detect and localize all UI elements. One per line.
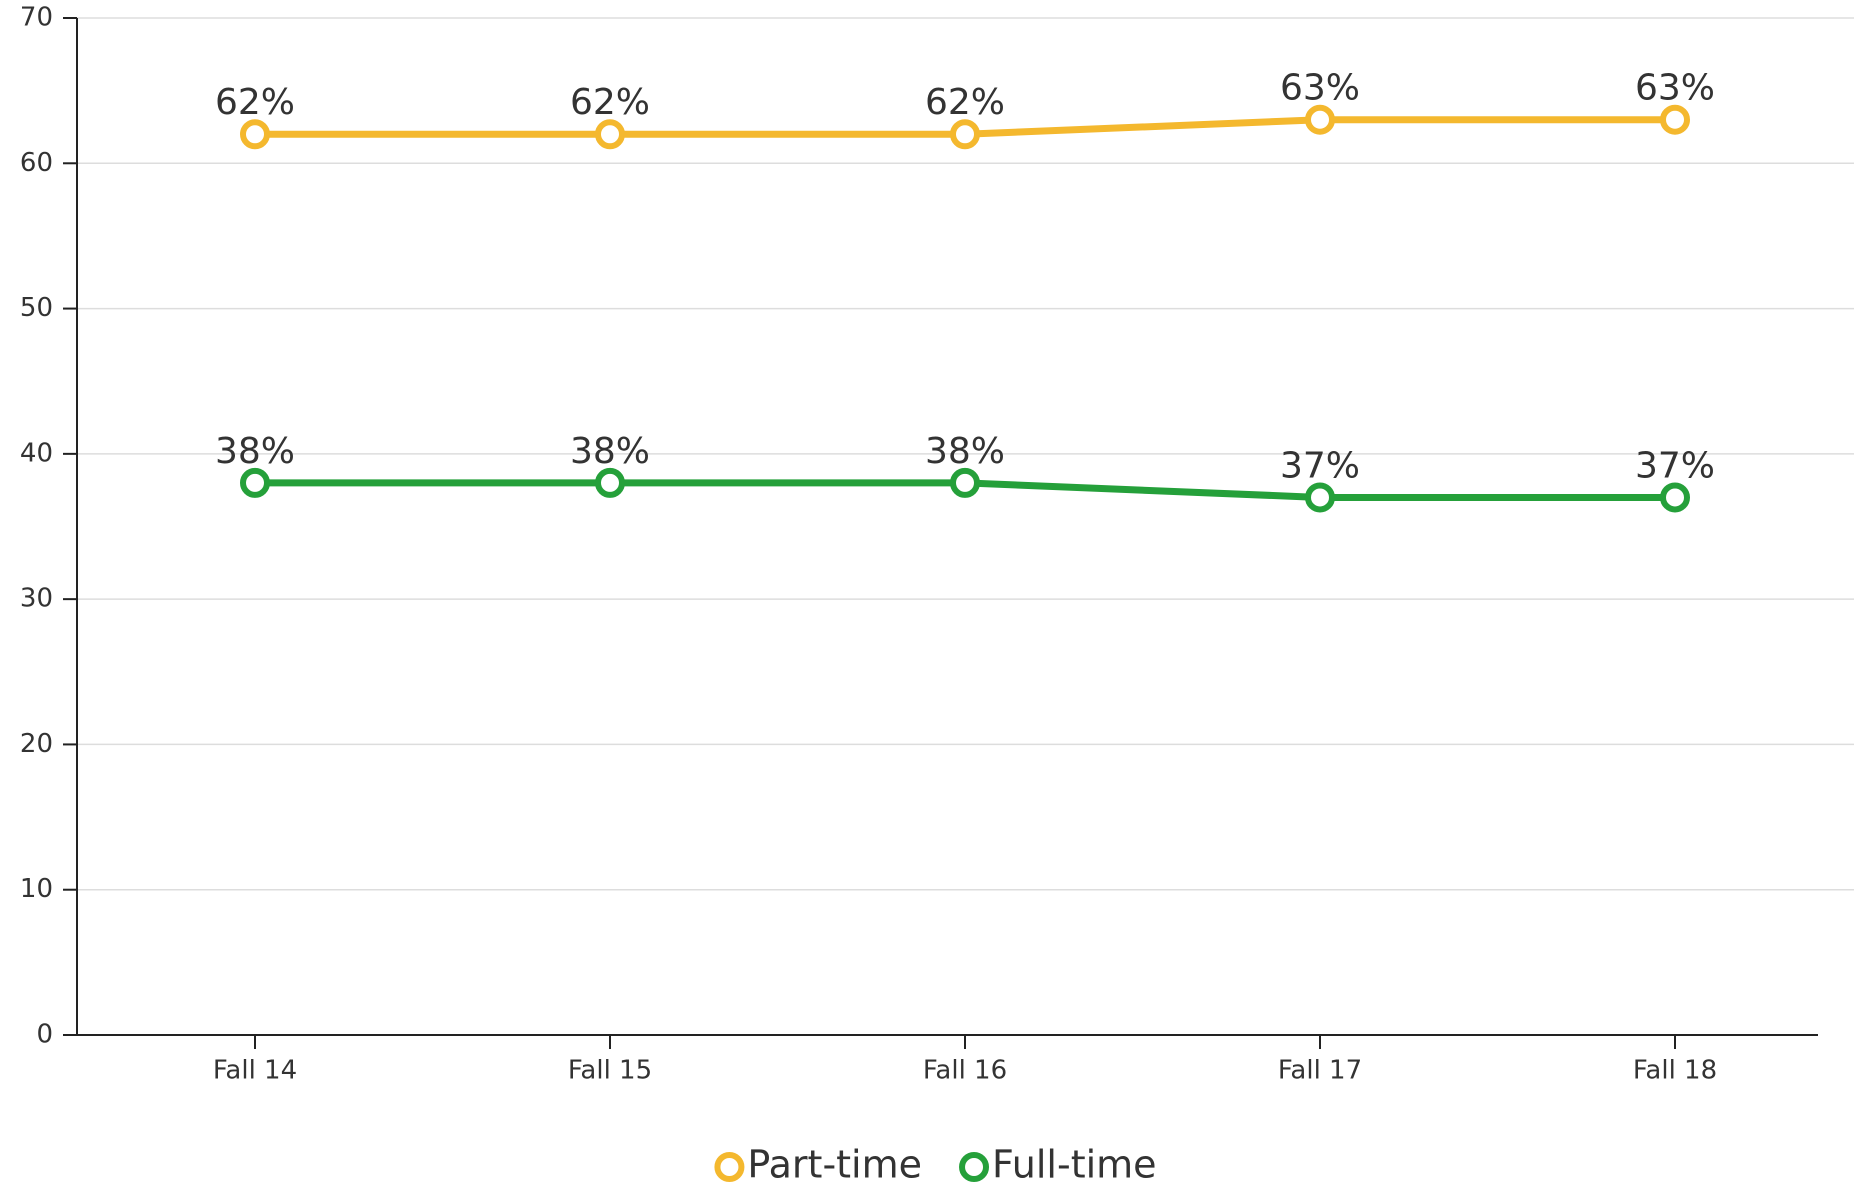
point: [595, 119, 625, 150]
y-tick-label: 70: [20, 3, 53, 33]
legend-label: Full-time: [992, 1143, 1157, 1187]
point: [595, 467, 625, 498]
point: [1660, 104, 1690, 135]
data-label: 62%: [570, 82, 650, 123]
data-label: 38%: [570, 431, 650, 472]
y-tick-label: 20: [20, 729, 53, 759]
data-label: 38%: [925, 431, 1005, 472]
data-label: 63%: [1635, 68, 1715, 109]
y-tick-label: 30: [20, 584, 53, 614]
legend-marker: [959, 1152, 990, 1182]
data-label: 38%: [215, 431, 295, 472]
point: [240, 119, 270, 150]
y-tick-label: 50: [20, 293, 53, 323]
legend-label: Part-time: [747, 1143, 922, 1187]
x-tick-label: Fall 18: [1633, 1056, 1717, 1086]
x-tick-label: Fall 17: [1278, 1056, 1362, 1086]
y-tick-label: 40: [20, 438, 53, 468]
data-label: 62%: [925, 82, 1005, 123]
data-label: 62%: [215, 82, 295, 123]
data-label: 37%: [1635, 445, 1715, 486]
data-label: 63%: [1280, 68, 1360, 109]
point: [1305, 104, 1335, 135]
point: [1305, 482, 1335, 513]
point: [1660, 482, 1690, 513]
point: [240, 467, 270, 498]
x-tick-label: Fall 14: [213, 1056, 297, 1086]
point: [950, 119, 980, 150]
y-tick-label: 0: [36, 1020, 53, 1050]
point: [950, 467, 980, 498]
data-label: 37%: [1280, 445, 1360, 486]
y-tick-label: 60: [20, 148, 53, 178]
y-tick-label: 10: [20, 874, 53, 904]
x-tick-label: Fall 16: [923, 1056, 1007, 1086]
legend-marker: [714, 1152, 745, 1182]
x-tick-label: Fall 15: [568, 1056, 652, 1086]
